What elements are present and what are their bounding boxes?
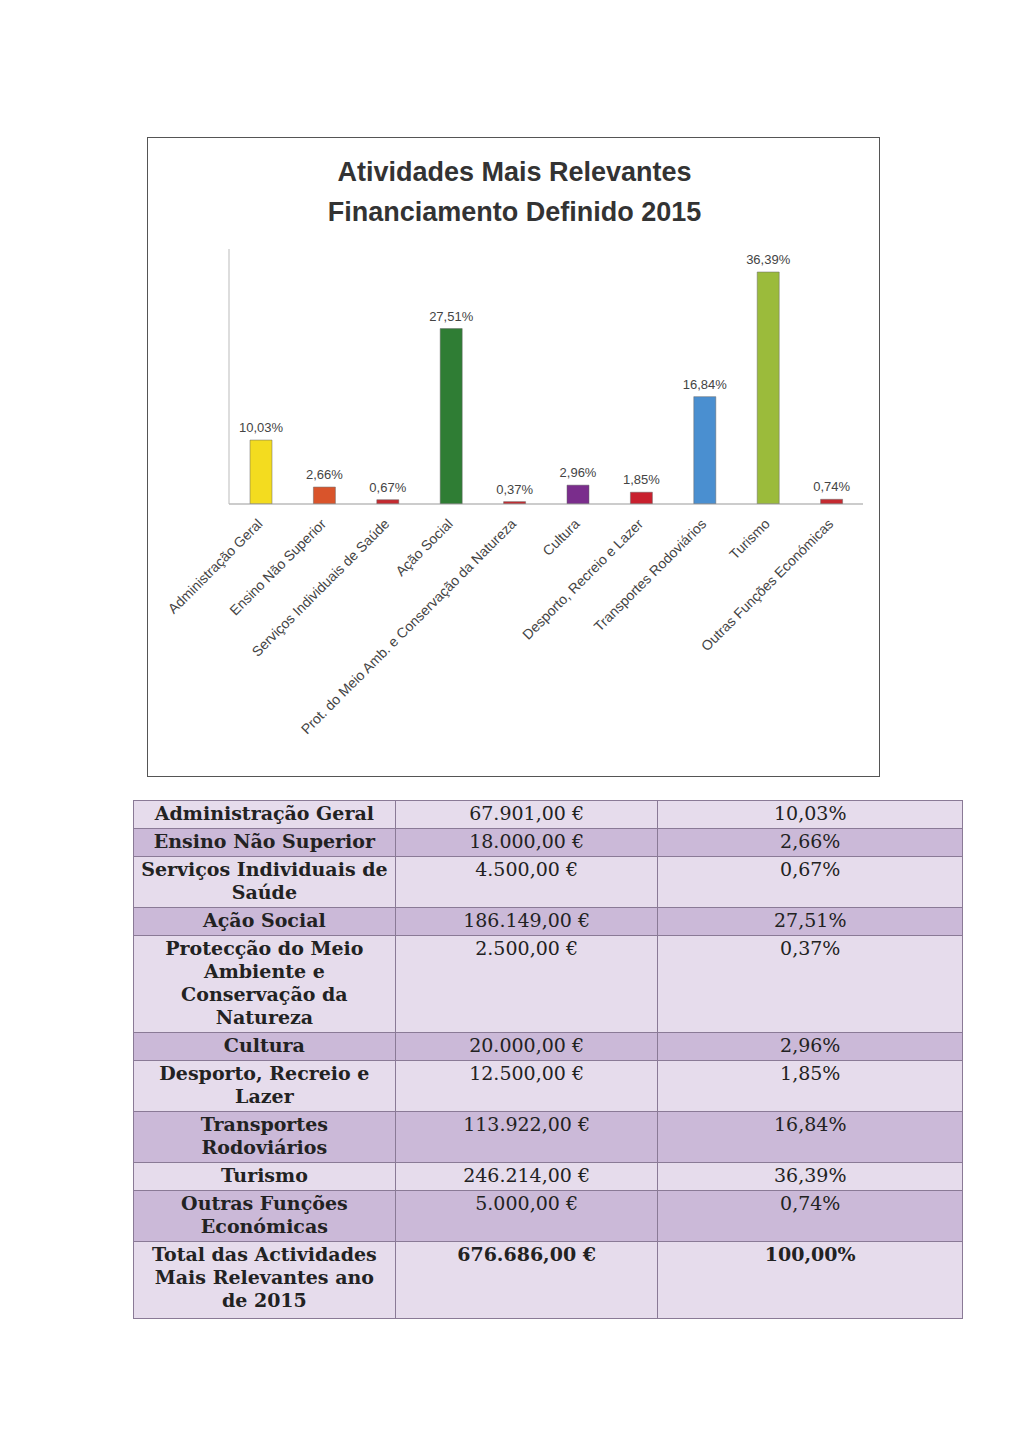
svg-text:0,67%: 0,67% xyxy=(369,480,406,495)
html-text:676.686,00 €: 676.686,00 € xyxy=(457,1243,596,1265)
svg-text:36,39%: 36,39% xyxy=(746,252,791,267)
html-text:113.922,00 €: 113.922,00 € xyxy=(463,1113,591,1135)
html-text:Administração Geral: Administração Geral xyxy=(154,802,374,824)
svg-text:27,51%: 27,51% xyxy=(429,309,474,324)
html-text:Protecção do Meio Ambiente e C: Protecção do Meio Ambiente e Conservação… xyxy=(165,937,364,1028)
html-text:2,66%: 2,66% xyxy=(780,830,841,852)
html-text:36,39%: 36,39% xyxy=(774,1164,847,1186)
svg-text:16,84%: 16,84% xyxy=(683,377,728,392)
html-text:Ação Social: Ação Social xyxy=(203,909,326,931)
html-text:4.500,00 €: 4.500,00 € xyxy=(475,858,578,880)
html-text:Cultura: Cultura xyxy=(223,1034,305,1056)
html-text:Total das Actividades Mais Rel: Total das Actividades Mais Relevantes an… xyxy=(152,1243,377,1311)
html-text:Desporto, Recreio e Lazer: Desporto, Recreio e Lazer xyxy=(159,1062,370,1107)
svg-text:0,74%: 0,74% xyxy=(813,479,850,494)
html-text:100,00%: 100,00% xyxy=(764,1243,856,1265)
svg-text:Turismo: Turismo xyxy=(726,515,773,562)
html-text:Transportes Rodoviários: Transportes Rodoviários xyxy=(200,1113,328,1158)
svg-text:Prot. do Meio Amb. e Conservaç: Prot. do Meio Amb. e Conservação da Natu… xyxy=(298,515,520,737)
svg-text:0,37%: 0,37% xyxy=(496,482,533,497)
html-text:Outras Funções Económicas: Outras Funções Económicas xyxy=(181,1192,348,1237)
html-text:Turismo: Turismo xyxy=(220,1164,308,1186)
html-text:67.901,00 €: 67.901,00 € xyxy=(469,802,584,824)
html-text:Atividades Mais Relevantes: Atividades Mais Relevantes xyxy=(337,157,692,187)
html-text:2,96%: 2,96% xyxy=(780,1034,841,1056)
svg-text:Cultura: Cultura xyxy=(539,515,582,558)
html-text:18.000,00 €: 18.000,00 € xyxy=(469,830,584,852)
html-text:2.500,00 €: 2.500,00 € xyxy=(475,937,578,959)
svg-text:Ensino Não Superior: Ensino Não Superior xyxy=(226,515,329,619)
html-text:5.000,00 €: 5.000,00 € xyxy=(475,1192,578,1214)
html-text:0,67%: 0,67% xyxy=(780,858,841,880)
html-text:Serviços Individuais de Saúde: Serviços Individuais de Saúde xyxy=(141,858,388,903)
html-text:0,37%: 0,37% xyxy=(780,937,841,959)
svg-text:Ação Social: Ação Social xyxy=(392,516,456,580)
svg-text:Administração Geral: Administração Geral xyxy=(164,515,266,617)
html-text:27,51%: 27,51% xyxy=(774,909,847,931)
html-text:186.149,00 €: 186.149,00 € xyxy=(463,909,591,931)
html-text:Financiamento Definido 2015: Financiamento Definido 2015 xyxy=(327,197,702,227)
svg-text:Outras Funções Económicas: Outras Funções Económicas xyxy=(698,516,836,654)
html-text:12.500,00 €: 12.500,00 € xyxy=(469,1062,584,1084)
svg-text:2,96%: 2,96% xyxy=(560,465,597,480)
svg-text:1,85%: 1,85% xyxy=(623,472,660,487)
html-text:10,03%: 10,03% xyxy=(774,802,847,824)
svg-text:Serviços Individuais de Saúde: Serviços Individuais de Saúde xyxy=(249,515,393,659)
html-text:16,84%: 16,84% xyxy=(774,1113,847,1135)
html-text:1,85%: 1,85% xyxy=(780,1062,841,1084)
html-text:Ensino Não Superior: Ensino Não Superior xyxy=(153,830,375,852)
html-text:20.000,00 €: 20.000,00 € xyxy=(469,1034,584,1056)
svg-text:Transportes Rodoviários: Transportes Rodoviários xyxy=(591,516,710,635)
svg-text:2,66%: 2,66% xyxy=(306,467,343,482)
svg-text:10,03%: 10,03% xyxy=(239,420,284,435)
html-text:246.214,00 €: 246.214,00 € xyxy=(463,1164,591,1186)
html-text:0,74%: 0,74% xyxy=(780,1192,841,1214)
svg-text:Desporto, Recreio e Lazer: Desporto, Recreio e Lazer xyxy=(519,515,646,642)
